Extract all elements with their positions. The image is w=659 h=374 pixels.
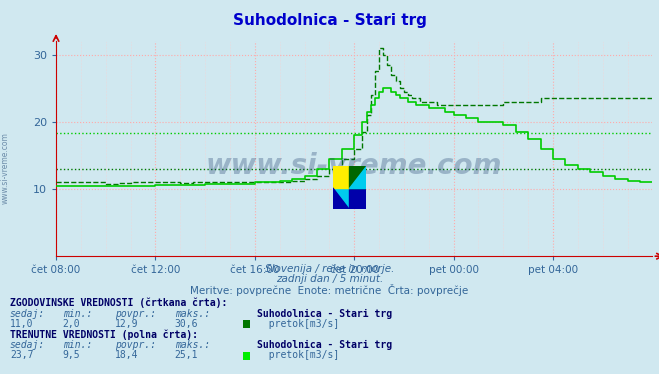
- Text: maks.:: maks.:: [175, 340, 210, 350]
- Text: povpr.:: povpr.:: [115, 340, 156, 350]
- Polygon shape: [349, 166, 366, 188]
- Text: 30,6: 30,6: [175, 319, 198, 329]
- Bar: [333, 188, 349, 209]
- Text: Suhodolnica - Stari trg: Suhodolnica - Stari trg: [233, 13, 426, 28]
- Text: sedaj:: sedaj:: [10, 340, 45, 350]
- Text: pretok[m3/s]: pretok[m3/s]: [257, 319, 339, 329]
- Text: ZGODOVINSKE VREDNOSTI (črtkana črta):: ZGODOVINSKE VREDNOSTI (črtkana črta):: [10, 297, 227, 308]
- Text: www.si-vreme.com: www.si-vreme.com: [1, 132, 10, 204]
- Text: 9,5: 9,5: [63, 350, 80, 360]
- Text: Suhodolnica - Stari trg: Suhodolnica - Stari trg: [257, 340, 392, 350]
- Bar: [349, 166, 366, 188]
- Text: 11,0: 11,0: [10, 319, 34, 329]
- Text: min.:: min.:: [63, 309, 92, 319]
- Text: www.si-vreme.com: www.si-vreme.com: [206, 152, 502, 180]
- Text: zadnji dan / 5 minut.: zadnji dan / 5 minut.: [276, 274, 383, 284]
- Text: 25,1: 25,1: [175, 350, 198, 360]
- Bar: [333, 166, 349, 188]
- Text: 23,7: 23,7: [10, 350, 34, 360]
- Text: 2,0: 2,0: [63, 319, 80, 329]
- Text: TRENUTNE VREDNOSTI (polna črta):: TRENUTNE VREDNOSTI (polna črta):: [10, 329, 198, 340]
- Polygon shape: [333, 188, 349, 209]
- Text: pretok[m3/s]: pretok[m3/s]: [257, 350, 339, 360]
- Text: sedaj:: sedaj:: [10, 309, 45, 319]
- Text: min.:: min.:: [63, 340, 92, 350]
- Text: povpr.:: povpr.:: [115, 309, 156, 319]
- Text: 12,9: 12,9: [115, 319, 139, 329]
- Text: Slovenija / reke in morje.: Slovenija / reke in morje.: [265, 264, 394, 274]
- Text: maks.:: maks.:: [175, 309, 210, 319]
- Text: 18,4: 18,4: [115, 350, 139, 360]
- Text: Suhodolnica - Stari trg: Suhodolnica - Stari trg: [257, 309, 392, 319]
- Bar: [349, 188, 366, 209]
- Text: Meritve: povprečne  Enote: metrične  Črta: povprečje: Meritve: povprečne Enote: metrične Črta:…: [190, 284, 469, 296]
